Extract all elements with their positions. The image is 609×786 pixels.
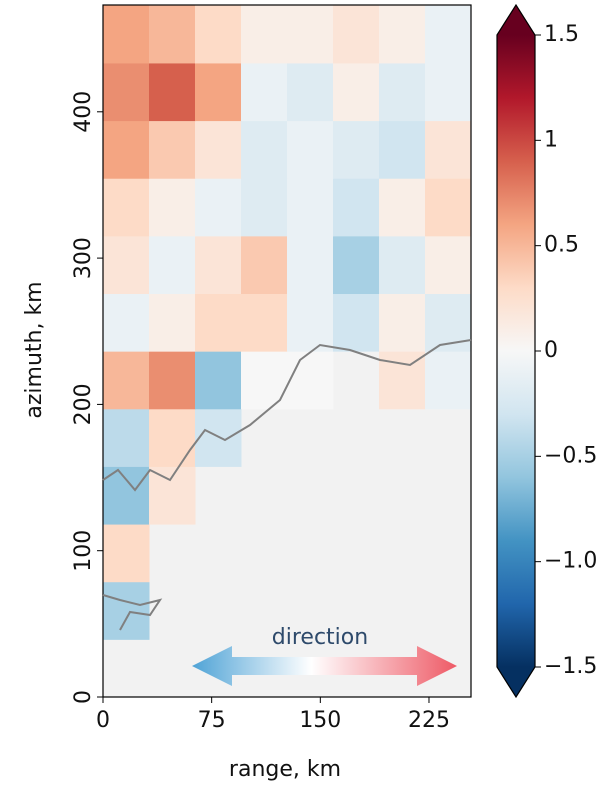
x-tick-label: 75 xyxy=(198,708,226,733)
heatmap-cell xyxy=(241,293,288,352)
heatmap-cell xyxy=(149,5,196,64)
heatmap-cell xyxy=(425,235,472,295)
heatmap-cell xyxy=(287,293,334,352)
heatmap-cell xyxy=(103,62,150,122)
heatmap-cell xyxy=(241,62,288,122)
heatmap-cell xyxy=(241,235,288,295)
heatmap-cell xyxy=(103,524,150,583)
coastline xyxy=(102,594,163,631)
heatmap-cell xyxy=(103,120,150,179)
heatmap-cell xyxy=(195,293,242,352)
heatmap-cell xyxy=(149,235,196,295)
heatmap-cell xyxy=(333,120,380,179)
heatmap-cell xyxy=(195,235,242,295)
heatmap-cell xyxy=(379,5,426,64)
heatmap-cell xyxy=(287,5,334,64)
heatmap-cell xyxy=(195,62,242,122)
heatmap-cell xyxy=(333,62,380,122)
heatmap-cell xyxy=(287,62,334,122)
heatmap-cell xyxy=(103,5,150,64)
heatmap-cell xyxy=(333,293,380,352)
heatmap-cell xyxy=(287,120,334,179)
y-tick-label: 400 xyxy=(71,91,96,133)
colorbar-extend-bottom xyxy=(497,667,535,697)
colorbar-tick-label: −0.5 xyxy=(544,443,597,468)
heatmap-cell xyxy=(241,5,288,64)
colorbar-tick-label: −1.0 xyxy=(544,549,597,574)
y-tick-label: 100 xyxy=(71,530,96,572)
heatmap-cell xyxy=(333,235,380,295)
heatmap-cell xyxy=(195,178,242,237)
x-tick-label: 0 xyxy=(96,708,110,733)
heatmap-cell xyxy=(103,581,150,640)
heatmap-cell xyxy=(287,235,334,295)
y-tick-label: 0 xyxy=(71,690,96,704)
heatmap-cell xyxy=(195,351,242,410)
colorbar-tick-label: 0 xyxy=(544,338,558,363)
heatmap-cell xyxy=(149,178,196,237)
heatmap-cell xyxy=(103,408,150,467)
y-axis-label: azimuth, km xyxy=(22,281,47,418)
heatmap-cell xyxy=(425,178,472,237)
direction-arrow xyxy=(192,646,457,686)
heatmap-cell xyxy=(195,408,242,467)
x-tick-label: 150 xyxy=(299,708,341,733)
heatmap-cell xyxy=(149,62,196,122)
x-axis-label: range, km xyxy=(229,757,341,782)
heatmap-cell xyxy=(287,178,334,237)
heatmap-cell xyxy=(425,351,472,410)
heatmap-cell xyxy=(379,178,426,237)
heatmap-cell xyxy=(379,62,426,122)
heatmap-cell xyxy=(149,408,196,467)
heatmap-cell xyxy=(195,120,242,179)
heatmap-cell xyxy=(103,351,150,410)
colorbar-tick-label: −1.5 xyxy=(544,654,597,679)
annotation: direction xyxy=(272,625,368,650)
y-tick-label: 300 xyxy=(71,237,96,279)
colorbar-extend-top xyxy=(497,5,535,35)
heatmap-cell xyxy=(103,178,150,237)
colorbar xyxy=(497,35,535,667)
heatmap-cell xyxy=(333,5,380,64)
heatmap-cell xyxy=(149,351,196,410)
heatmap-cell xyxy=(149,293,196,352)
y-tick-label: 200 xyxy=(71,383,96,425)
heatmap-cell xyxy=(241,178,288,237)
colorbar-tick-label: 1 xyxy=(544,127,558,152)
plot-frame xyxy=(102,4,472,698)
heatmap-cell xyxy=(287,351,334,410)
heatmap-cell xyxy=(379,293,426,352)
x-tick-label: 225 xyxy=(408,708,450,733)
heatmap-cell xyxy=(379,120,426,179)
heatmap-cell xyxy=(149,120,196,179)
heatmap-cell xyxy=(333,178,380,237)
heatmap-cell xyxy=(103,466,150,525)
colorbar-tick-label: 0.5 xyxy=(544,233,579,258)
heatmap-cell xyxy=(241,120,288,179)
heatmap-cell xyxy=(195,5,242,64)
heatmap-cell xyxy=(425,120,472,179)
heatmap-cell xyxy=(103,293,150,352)
coastline xyxy=(102,339,472,492)
heatmap-cell xyxy=(103,235,150,295)
colorbar-tick-label: 1.5 xyxy=(544,22,579,47)
heatmap-cell xyxy=(425,62,472,122)
heatmap-cell xyxy=(425,5,472,64)
heatmap-cell xyxy=(379,235,426,295)
